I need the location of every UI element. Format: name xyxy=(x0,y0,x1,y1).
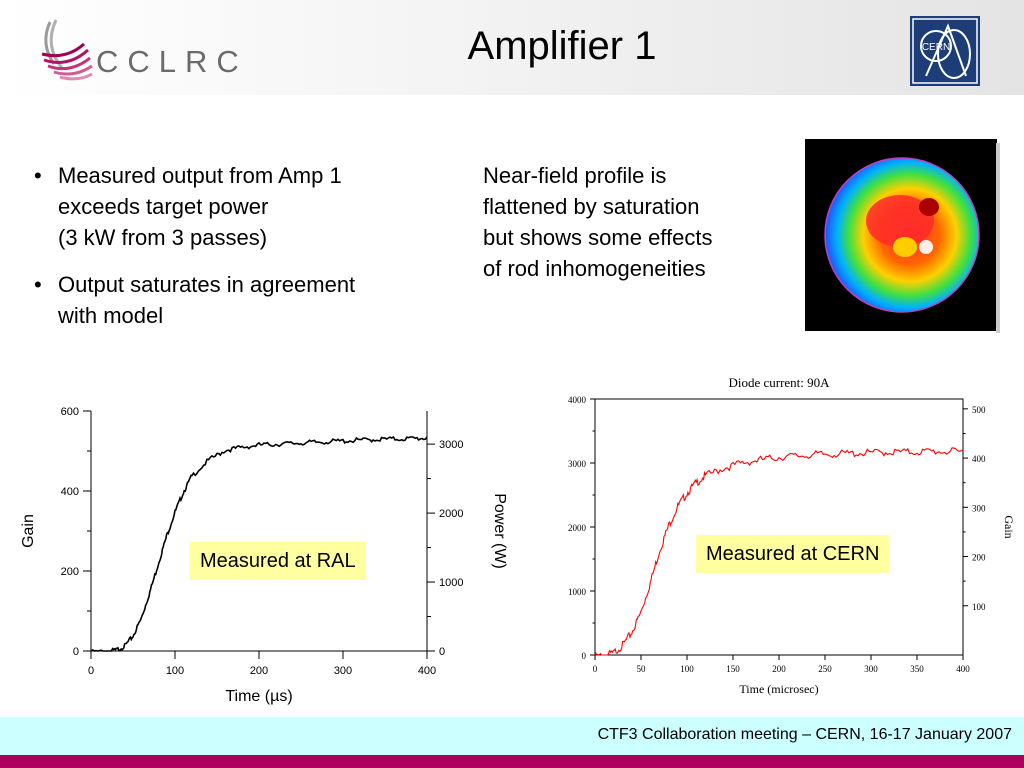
y-tick-label: 600 xyxy=(61,406,79,418)
y2-tick-label: 500 xyxy=(972,405,986,415)
y2-axis-title: Power (W) xyxy=(491,493,508,569)
x-tick-label: 100 xyxy=(166,665,184,677)
x-tick-label: 200 xyxy=(250,665,268,677)
x-tick-label: 300 xyxy=(334,665,352,677)
x-tick-label: 0 xyxy=(88,665,94,677)
x-tick-label: 0 xyxy=(593,664,598,674)
x-axis-title: Time (microsec) xyxy=(739,682,818,696)
cern-logo-icon: CERN xyxy=(910,16,980,86)
x-tick-label: 400 xyxy=(418,665,436,677)
bullet-list: Measured output from Amp 1 exceeds targe… xyxy=(32,160,452,347)
bullet-item: Output saturates in agreement with model xyxy=(32,269,452,331)
x-tick-label: 50 xyxy=(637,664,647,674)
y2-tick-label: 100 xyxy=(972,602,986,612)
nearfield-description: Near-field profile is flattened by satur… xyxy=(483,163,713,281)
x-tick-label: 300 xyxy=(864,664,878,674)
x-tick-label: 150 xyxy=(726,664,740,674)
plot-frame xyxy=(594,398,964,656)
x-tick-label: 250 xyxy=(818,664,832,674)
bullet-item: Measured output from Amp 1 exceeds targe… xyxy=(32,160,452,253)
footer-text: CTF3 Collaboration meeting – CERN, 16-17… xyxy=(597,726,1012,743)
y-tick-label: 4000 xyxy=(568,395,587,405)
y2-tick-label: 0 xyxy=(439,646,445,658)
y-axis-title: Gain xyxy=(20,514,37,548)
y2-axis-title: Gain xyxy=(1002,515,1016,538)
y2-tick-label: 300 xyxy=(972,503,986,513)
y-tick-label: 400 xyxy=(61,486,79,498)
y2-tick-label: 400 xyxy=(972,454,986,464)
chart-title: Diode current: 90A xyxy=(728,375,830,390)
bottom-stripe xyxy=(0,755,1024,768)
y-tick-label: 1000 xyxy=(568,587,587,597)
y-tick-label: 200 xyxy=(61,566,79,578)
cern-logo-text: CERN xyxy=(922,42,950,53)
y2-tick-label: 200 xyxy=(972,553,986,563)
x-tick-label: 100 xyxy=(680,664,694,674)
x-tick-label: 350 xyxy=(910,664,924,674)
y2-tick-label: 1000 xyxy=(439,577,463,589)
y2-tick-label: 2000 xyxy=(439,508,463,520)
y-tick-label: 2000 xyxy=(568,523,587,533)
slide-title: Amplifier 1 xyxy=(467,24,657,68)
x-tick-label: 400 xyxy=(956,664,970,674)
nearfield-profile-image xyxy=(805,139,1001,335)
x-axis-title: Time (µs) xyxy=(225,688,292,705)
x-tick-label: 200 xyxy=(772,664,786,674)
header-band: CCLRC Amplifier 1 CERN xyxy=(0,0,1024,95)
cclrc-logo-text: CCLRC xyxy=(96,44,248,79)
cern-note: Measured at CERN xyxy=(696,535,890,573)
ral-note: Measured at RAL xyxy=(190,542,366,580)
footer-bar: CTF3 Collaboration meeting – CERN, 16-17… xyxy=(0,717,1024,755)
cern-gain-chart: 0 50 100 150 200 250 300 350 4000100020003000400… xyxy=(568,375,1016,696)
series-line xyxy=(594,447,964,656)
series-line xyxy=(90,435,428,652)
y-tick-label: 0 xyxy=(73,646,79,658)
cclrc-logo-icon xyxy=(41,19,93,81)
ral-gain-chart: 0 100 200 300 40002004006000100020003000Time… xyxy=(20,406,508,705)
y-tick-label: 3000 xyxy=(568,459,587,469)
y2-tick-label: 3000 xyxy=(439,439,463,451)
y-tick-label: 0 xyxy=(582,651,587,661)
